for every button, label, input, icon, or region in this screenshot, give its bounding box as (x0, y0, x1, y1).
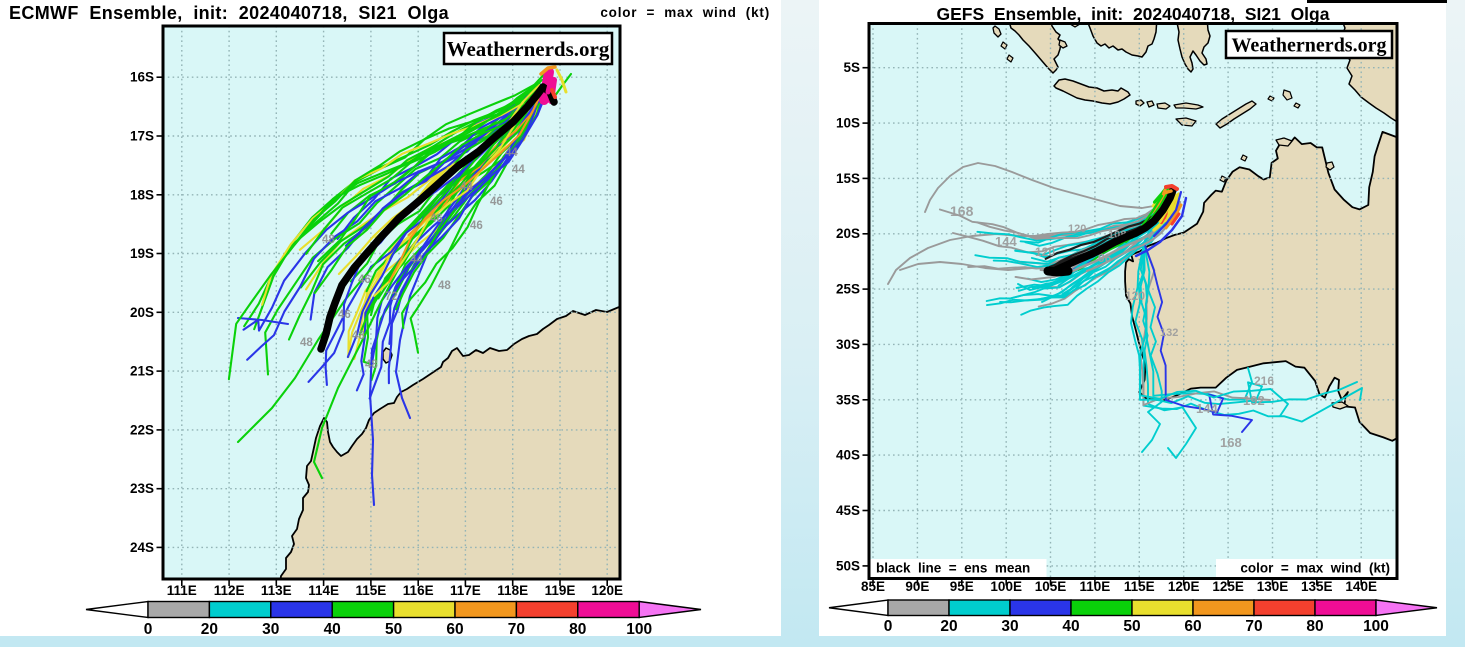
svg-text:192: 192 (1243, 393, 1265, 408)
svg-text:111E: 111E (167, 583, 197, 598)
svg-text:46: 46 (430, 213, 443, 225)
svg-text:72: 72 (385, 291, 398, 303)
svg-text:144: 144 (995, 234, 1017, 249)
svg-text:100: 100 (626, 621, 652, 636)
svg-text:24S: 24S (130, 540, 154, 555)
svg-text:130E: 130E (1257, 579, 1289, 594)
svg-text:95E: 95E (950, 579, 974, 594)
svg-text:46: 46 (338, 309, 351, 321)
svg-text:5S: 5S (843, 60, 860, 75)
svg-text:30: 30 (262, 621, 279, 636)
svg-text:40: 40 (324, 621, 341, 636)
svg-text:50: 50 (385, 621, 402, 636)
svg-text:120: 120 (1035, 245, 1055, 259)
svg-text:118E: 118E (497, 583, 528, 598)
svg-text:113E: 113E (261, 583, 292, 598)
svg-text:Weathernerds.org: Weathernerds.org (1232, 35, 1387, 57)
svg-text:18S: 18S (130, 187, 154, 202)
svg-text:19S: 19S (130, 246, 154, 261)
svg-text:140E: 140E (1345, 579, 1377, 594)
svg-text:21S: 21S (130, 364, 154, 379)
svg-text:black line = ens mean: black line = ens mean (876, 561, 1030, 576)
svg-text:46: 46 (358, 274, 371, 286)
svg-text:70: 70 (508, 621, 525, 636)
svg-text:40: 40 (1062, 618, 1079, 635)
svg-text:50S: 50S (836, 558, 860, 573)
svg-text:60: 60 (446, 621, 463, 636)
svg-text:color = max wind (kt): color = max wind (kt) (1240, 561, 1390, 576)
svg-text:0: 0 (144, 621, 153, 636)
svg-text:48: 48 (300, 337, 313, 349)
svg-text:16S: 16S (130, 70, 154, 85)
svg-text:46: 46 (470, 220, 483, 232)
svg-text:44: 44 (460, 181, 473, 193)
svg-text:119E: 119E (545, 583, 576, 598)
svg-text:44: 44 (410, 254, 423, 266)
svg-text:48: 48 (322, 234, 335, 246)
svg-text:105E: 105E (1035, 579, 1067, 594)
svg-text:48: 48 (365, 359, 378, 371)
svg-text:25S: 25S (836, 282, 860, 297)
svg-text:20: 20 (201, 621, 218, 636)
svg-text:85E: 85E (861, 579, 885, 594)
svg-text:144: 144 (1196, 401, 1218, 416)
svg-text:115E: 115E (356, 583, 387, 598)
svg-text:117E: 117E (450, 583, 481, 598)
svg-text:35S: 35S (836, 392, 860, 407)
svg-text:0: 0 (884, 618, 893, 635)
svg-text:120E: 120E (1168, 579, 1200, 594)
svg-text:216: 216 (1254, 374, 1274, 388)
svg-text:17S: 17S (130, 129, 154, 144)
svg-text:120: 120 (1125, 289, 1145, 303)
svg-text:168: 168 (950, 203, 974, 219)
svg-text:45S: 45S (836, 503, 860, 518)
svg-text:ECMWF Ensemble, init: 20240: ECMWF Ensemble, init: 2024040718, SI21 O… (9, 3, 450, 23)
svg-text:80: 80 (1306, 618, 1323, 635)
svg-text:100: 100 (1363, 618, 1389, 635)
svg-text:120E: 120E (591, 583, 623, 598)
svg-text:96: 96 (1098, 251, 1112, 265)
svg-text:48: 48 (352, 330, 365, 342)
svg-text:22S: 22S (130, 422, 154, 437)
svg-text:132: 132 (1160, 327, 1178, 339)
svg-text:48: 48 (438, 280, 451, 292)
svg-text:20S: 20S (130, 305, 154, 320)
svg-text:125E: 125E (1212, 579, 1244, 594)
svg-text:116E: 116E (403, 583, 434, 598)
svg-text:100E: 100E (990, 579, 1022, 594)
svg-text:30S: 30S (836, 337, 860, 352)
svg-text:80: 80 (569, 621, 586, 636)
svg-text:120: 120 (1068, 223, 1086, 235)
svg-text:40S: 40S (836, 448, 860, 463)
svg-text:color = max wind (kt): color = max wind (kt) (600, 5, 770, 20)
svg-text:114E: 114E (308, 583, 339, 598)
svg-text:10S: 10S (836, 116, 860, 131)
svg-text:168: 168 (1220, 435, 1242, 450)
svg-text:115E: 115E (1124, 579, 1155, 594)
svg-text:112E: 112E (214, 583, 245, 598)
svg-text:44: 44 (512, 164, 525, 176)
svg-text:60: 60 (1184, 618, 1201, 635)
svg-text:44: 44 (505, 147, 518, 159)
svg-text:20S: 20S (836, 226, 860, 241)
svg-text:50: 50 (1123, 618, 1140, 635)
svg-text:30: 30 (1001, 618, 1018, 635)
svg-text:20: 20 (940, 618, 957, 635)
svg-text:23S: 23S (130, 481, 154, 496)
svg-text:135E: 135E (1301, 579, 1333, 594)
svg-text:GEFS Ensemble, init: 202404: GEFS Ensemble, init: 2024040718, SI21 Ol… (937, 4, 1330, 24)
svg-text:70: 70 (1245, 618, 1262, 635)
svg-text:46: 46 (490, 196, 503, 208)
svg-text:90E: 90E (905, 579, 929, 594)
svg-text:110E: 110E (1080, 579, 1111, 594)
svg-text:15S: 15S (836, 171, 860, 186)
svg-text:Weathernerds.org: Weathernerds.org (447, 37, 610, 61)
